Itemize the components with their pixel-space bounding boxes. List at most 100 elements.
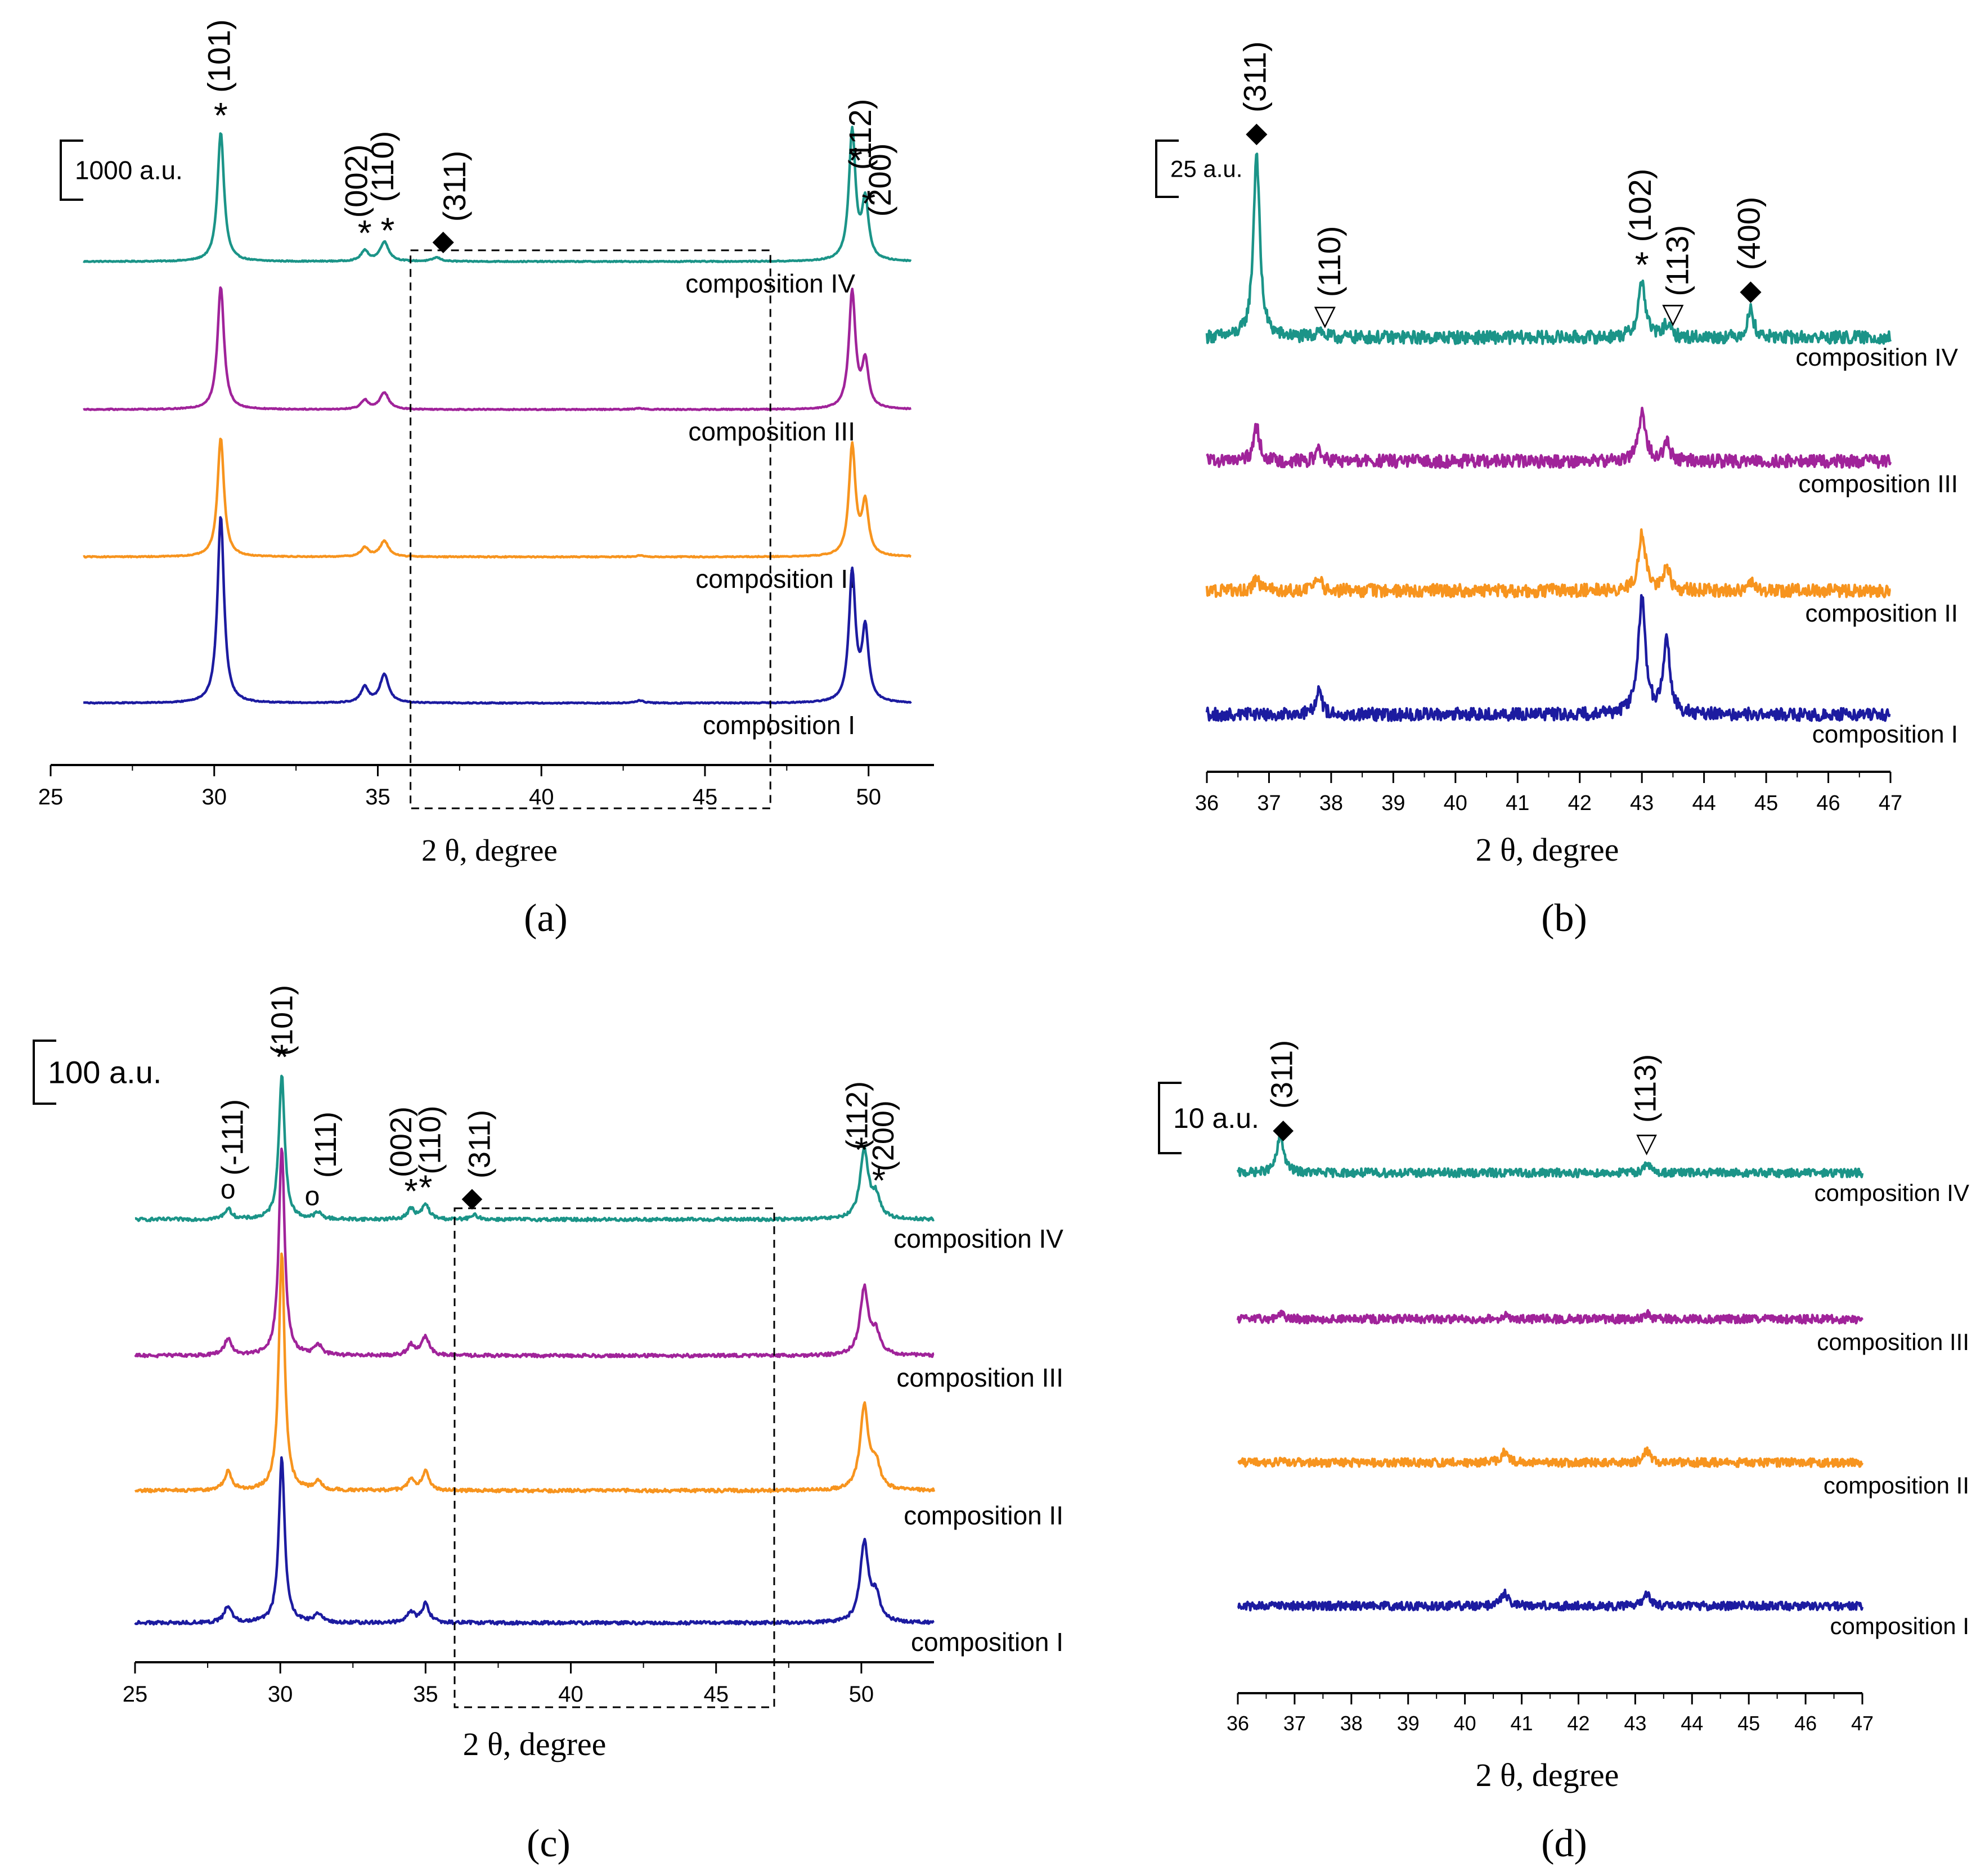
series-label: composition I — [1830, 1613, 1969, 1639]
peak-index-label: (-111) — [216, 1099, 250, 1176]
series-line-composition-iv — [134, 1074, 935, 1223]
series-label: composition IV — [1815, 1180, 1969, 1206]
series-label: composition IV — [1795, 344, 1958, 371]
x-tick-label: 45 — [693, 785, 718, 809]
peak-index-label: (111) — [309, 1112, 343, 1178]
peak-index-label: (113) — [1659, 225, 1695, 296]
peak-index-label: (311) — [1237, 41, 1272, 113]
x-axis-label: 2 θ, degree — [463, 1726, 607, 1762]
x-tick-label: 45 — [703, 1682, 729, 1707]
x-tick-label: 39 — [1397, 1712, 1420, 1735]
x-tick-label: 46 — [1794, 1712, 1817, 1735]
x-tick-label: 41 — [1506, 791, 1529, 815]
series-label: composition I — [703, 710, 855, 740]
series-label: composition II — [1824, 1472, 1969, 1499]
x-tick-label: 40 — [529, 785, 554, 809]
peak-marker-star: * — [404, 1172, 417, 1211]
panel-d-chart: 36 37 38 39 40 41 42 43 44 45 46 47 2 θ, degree 10 a.… — [1158, 1040, 1969, 1793]
series-line-composition-iii — [83, 286, 911, 412]
scale-bar-label: 1000 a.u. — [75, 156, 183, 185]
series-label: composition IV — [893, 1224, 1063, 1253]
peak-index-label: (200) — [862, 143, 897, 217]
series-line-composition-ii — [83, 437, 911, 559]
peak-marker-diamond: ◆ — [462, 1182, 483, 1212]
series-label: composition II — [695, 564, 855, 593]
zoom-region-box — [410, 249, 771, 809]
series-line-composition-i — [1237, 1588, 1864, 1612]
peak-index-label: (113) — [1629, 1054, 1663, 1123]
peak-index-label: (112) — [842, 99, 878, 170]
peak-marker-star: * — [848, 140, 863, 181]
peak-marker-star: * — [380, 210, 394, 250]
x-tick-label: 40 — [1454, 1712, 1476, 1735]
x-tick-label: 41 — [1511, 1712, 1533, 1735]
x-tick-label: 37 — [1283, 1712, 1306, 1735]
x-tick-label: 50 — [856, 785, 881, 809]
peak-marker-star: * — [861, 183, 875, 223]
x-tick-label: 44 — [1681, 1712, 1703, 1735]
peak-index-label: (311) — [462, 1110, 496, 1178]
series-line-composition-ii — [1205, 528, 1891, 599]
x-tick-label: 35 — [413, 1682, 438, 1707]
x-tick-label: 36 — [1227, 1712, 1249, 1735]
panel-a-caption: (a) — [524, 897, 568, 940]
peak-index-label: (400) — [1731, 197, 1766, 271]
peak-marker-diamond: ◆ — [433, 224, 455, 256]
series-line-composition-iii — [134, 1148, 935, 1359]
peak-marker-triangle: ▽ — [1314, 300, 1336, 331]
panel-b-caption: (b) — [1541, 897, 1587, 940]
series-label: composition II — [904, 1501, 1063, 1530]
series-label: composition III — [1798, 470, 1958, 498]
scale-bar-label: 10 a.u. — [1173, 1103, 1259, 1134]
scale-bar — [33, 1040, 56, 1105]
x-tick-label: 40 — [1444, 791, 1467, 815]
peak-marker-diamond: ◆ — [1246, 116, 1268, 148]
x-tick-label: 45 — [1754, 791, 1778, 815]
peak-index-label: (101) — [265, 985, 299, 1056]
x-tick-label: 35 — [365, 785, 390, 809]
peak-index-label: (101) — [201, 19, 236, 93]
x-tick-label: 38 — [1319, 791, 1343, 815]
x-axis-label: 2 θ, degree — [1476, 1757, 1619, 1793]
peak-marker-triangle: ▽ — [1636, 1128, 1657, 1158]
series-line-composition-iv — [83, 125, 912, 264]
panel-a-chart: 25 30 35 40 45 50 2 θ, degree 1000 a.u. composit… — [38, 19, 934, 867]
peak-marker-diamond: ◆ — [1740, 274, 1762, 305]
x-axis-label: 2 θ, degree — [421, 833, 558, 867]
peak-marker-star: * — [419, 1168, 432, 1207]
series-label: composition II — [1806, 600, 1958, 627]
scale-bar — [60, 140, 83, 201]
series-line-composition-iii — [1206, 406, 1892, 469]
scale-bar — [1155, 140, 1179, 198]
x-tick-label: 39 — [1381, 791, 1405, 815]
x-tick-label: 37 — [1257, 791, 1281, 815]
peak-index-label: (102) — [1622, 169, 1658, 242]
panel-b-chart: 36 37 38 39 40 41 42 43 44 45 46 47 2 θ, degree 25 a.… — [1155, 41, 1959, 868]
peak-index-label: (110) — [414, 1106, 447, 1175]
series-line-composition-i — [134, 1456, 935, 1626]
peak-marker-circle: o — [221, 1175, 236, 1204]
x-tick-label: 38 — [1340, 1712, 1363, 1735]
panel-c-caption: (c) — [527, 1822, 571, 1865]
x-tick-label: 40 — [558, 1682, 583, 1707]
peak-marker-star: * — [872, 1162, 886, 1200]
scale-bar-label: 100 a.u. — [48, 1055, 161, 1090]
series-line-composition-iv — [1205, 152, 1892, 345]
x-tick-label: 43 — [1630, 791, 1654, 815]
peak-index-label: (110) — [1312, 226, 1347, 298]
x-tick-label: 46 — [1816, 791, 1840, 815]
x-axis-label: 2 θ, degree — [1476, 831, 1619, 868]
peak-marker-star: * — [214, 95, 228, 136]
peak-marker-triangle: ▽ — [1662, 298, 1684, 329]
series-label: composition III — [688, 417, 855, 446]
x-tick-label: 47 — [1879, 791, 1902, 815]
x-tick-label: 43 — [1624, 1712, 1646, 1735]
series-label: composition I — [911, 1627, 1063, 1657]
x-tick-label: 42 — [1568, 791, 1592, 815]
peak-index-label: (311) — [437, 151, 472, 222]
x-tick-label: 36 — [1195, 791, 1219, 815]
peak-index-label: (002) — [384, 1106, 418, 1177]
peak-index-label: (112) — [841, 1081, 874, 1150]
series-line-composition-i — [1205, 593, 1891, 722]
